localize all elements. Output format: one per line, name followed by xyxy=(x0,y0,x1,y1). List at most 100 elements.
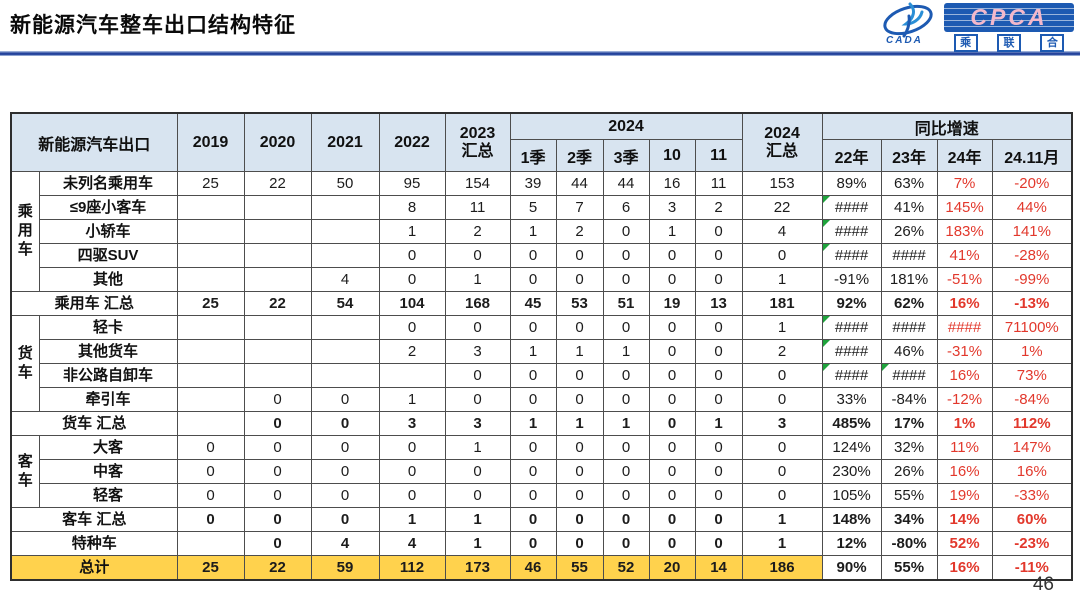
header-2024-sub: 1季 xyxy=(509,139,557,172)
value-cell: 11 xyxy=(444,195,511,220)
growth-cell: #### xyxy=(821,315,882,340)
value-cell: 0 xyxy=(176,435,245,460)
value-cell: 14 xyxy=(694,555,743,581)
value-cell: 0 xyxy=(243,531,312,556)
value-cell xyxy=(176,267,245,292)
value-cell: 0 xyxy=(555,483,604,508)
value-cell: 0 xyxy=(602,363,650,388)
growth-cell: #### xyxy=(821,339,882,364)
value-cell: 0 xyxy=(555,435,604,460)
value-cell: 2 xyxy=(444,219,511,244)
growth-cell: #### xyxy=(936,315,993,340)
group-label: 乘 用 车 xyxy=(10,171,40,292)
value-cell: 52 xyxy=(602,555,650,581)
growth-cell: 112% xyxy=(991,411,1073,436)
value-cell: 1 xyxy=(741,507,823,532)
cpca-subtitle-char: 乘 xyxy=(953,34,978,52)
row-label: 中客 xyxy=(38,459,178,484)
value-cell: 0 xyxy=(555,315,604,340)
value-cell: 3 xyxy=(444,339,511,364)
value-cell: 1 xyxy=(509,411,557,436)
value-cell: 0 xyxy=(694,267,743,292)
growth-cell: 41% xyxy=(936,243,993,268)
value-cell: 0 xyxy=(648,531,696,556)
growth-cell: -20% xyxy=(991,171,1073,196)
value-cell xyxy=(310,315,380,340)
value-cell: 0 xyxy=(555,387,604,412)
value-cell: 0 xyxy=(648,435,696,460)
growth-cell: 141% xyxy=(991,219,1073,244)
value-cell: 0 xyxy=(648,363,696,388)
value-cell: 44 xyxy=(602,171,650,196)
value-cell: 0 xyxy=(694,219,743,244)
header-growth-col: 22年 xyxy=(821,139,882,172)
value-cell: 0 xyxy=(176,483,245,508)
error-triangle-icon xyxy=(823,364,830,371)
cpca-subtitle-char: 联 xyxy=(996,34,1021,52)
growth-cell: 16% xyxy=(936,555,993,581)
value-cell: 53 xyxy=(555,291,604,316)
value-cell: 3 xyxy=(444,411,511,436)
header-2024-sub: 2季 xyxy=(555,139,604,172)
value-cell: 0 xyxy=(555,507,604,532)
value-cell: 0 xyxy=(602,459,650,484)
value-cell: 22 xyxy=(243,171,312,196)
value-cell: 25 xyxy=(176,555,245,581)
growth-cell: 230% xyxy=(821,459,882,484)
value-cell: 0 xyxy=(176,459,245,484)
cpca-subtitle: 乘 联 合 xyxy=(944,34,1074,52)
value-cell: 0 xyxy=(243,435,312,460)
growth-cell: #### xyxy=(880,243,938,268)
growth-cell: 485% xyxy=(821,411,882,436)
value-cell: 0 xyxy=(555,363,604,388)
value-cell: 55 xyxy=(555,555,604,581)
value-cell xyxy=(176,219,245,244)
value-cell xyxy=(378,363,446,388)
growth-cell: -23% xyxy=(991,531,1073,556)
growth-cell: #### xyxy=(821,243,882,268)
value-cell: 1 xyxy=(378,507,446,532)
table-row: 其他 4 0 1 0 0 0 0 0 1 -91% 181% -51% -99% xyxy=(11,267,1073,292)
row-label: 大客 xyxy=(38,435,178,460)
value-cell: 25 xyxy=(176,291,245,316)
value-cell: 0 xyxy=(310,507,380,532)
table-row: 特种车 0 4 4 1 0 0 0 0 0 1 12% -80% 52% -23% xyxy=(10,531,1073,556)
growth-cell: #### xyxy=(821,363,882,388)
row-label: 四驱SUV xyxy=(38,243,178,268)
value-cell: 1 xyxy=(741,267,823,292)
value-cell: 50 xyxy=(310,171,380,196)
growth-cell: 52% xyxy=(936,531,993,556)
value-cell: 0 xyxy=(310,411,380,436)
value-cell: 0 xyxy=(378,435,446,460)
value-cell: 0 xyxy=(555,531,604,556)
value-cell xyxy=(176,387,245,412)
value-cell: 0 xyxy=(444,387,511,412)
growth-cell: 19% xyxy=(936,483,993,508)
growth-cell: 71100% xyxy=(991,315,1073,340)
value-cell: 0 xyxy=(694,363,743,388)
value-cell: 19 xyxy=(648,291,696,316)
header-growth-col: 24年 xyxy=(936,139,993,172)
table-row: 小轿车 1 2 1 2 0 1 0 4 #### 26% 183% 141% xyxy=(11,219,1073,244)
growth-cell: #### xyxy=(880,315,938,340)
value-cell: 0 xyxy=(741,459,823,484)
error-triangle-icon xyxy=(823,220,830,227)
value-cell: 0 xyxy=(243,507,312,532)
value-cell: 0 xyxy=(694,315,743,340)
header-row-2: 1季 2季 3季 10 11 22年 23年 24年 24.11月 xyxy=(11,139,1073,172)
table-row: 客 车大客 0 0 0 0 1 0 0 0 0 0 0 124% 32% 11% 147% xyxy=(10,435,1073,508)
value-cell: 4 xyxy=(378,531,446,556)
value-cell: 0 xyxy=(509,459,557,484)
growth-cell: 16% xyxy=(991,459,1073,484)
row-label: ≤9座小客车 xyxy=(38,195,178,220)
header-2024-sub: 10 xyxy=(648,139,696,172)
value-cell: 0 xyxy=(648,267,696,292)
growth-cell: 17% xyxy=(880,411,938,436)
value-cell: 4 xyxy=(310,267,380,292)
growth-cell: 34% xyxy=(880,507,938,532)
value-cell: 1 xyxy=(444,507,511,532)
growth-cell: 16% xyxy=(936,363,993,388)
value-cell: 59 xyxy=(310,555,380,581)
growth-cell: 55% xyxy=(880,483,938,508)
growth-cell: 46% xyxy=(880,339,938,364)
